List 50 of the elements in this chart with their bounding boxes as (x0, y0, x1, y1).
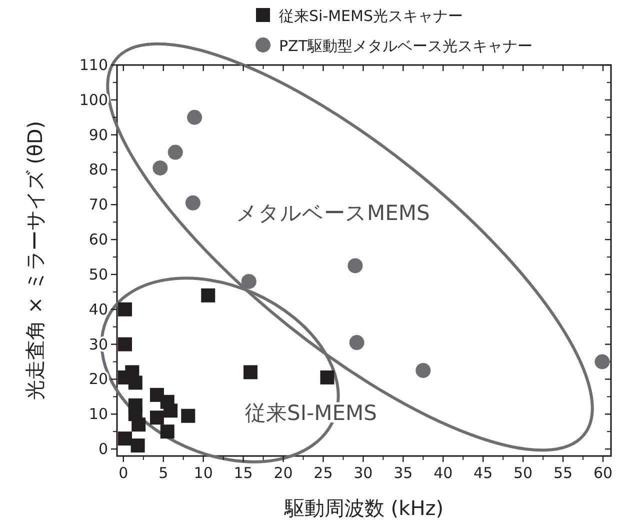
point (185, 195, 200, 210)
x-tick-label: 10 (194, 464, 213, 482)
x-tick-label: 5 (158, 464, 168, 482)
x-tick-label: 30 (354, 464, 373, 482)
y-tick-label: 40 (88, 300, 108, 318)
x-tick-label: 45 (474, 464, 493, 482)
legend-label: 従来Si-MEMS光スキャナー (279, 7, 463, 25)
x-tick-label: 40 (434, 464, 453, 482)
x-tick-label: 35 (394, 464, 413, 482)
y-tick-label: 90 (88, 126, 108, 144)
x-tick-label: 15 (234, 464, 253, 482)
point (594, 354, 610, 370)
point (241, 274, 256, 289)
point (181, 408, 196, 423)
point (243, 365, 258, 380)
legend-label: PZT駆動型メタルベース光スキャナー (279, 37, 532, 55)
x-tick-label: 25 (314, 464, 333, 482)
point (164, 404, 178, 418)
point (118, 302, 132, 316)
point (160, 424, 174, 439)
x-tick-label: 0 (118, 464, 128, 482)
y-tick-label: 10 (88, 405, 108, 424)
y-tick-label: 110 (79, 56, 108, 74)
point (168, 144, 183, 160)
y-tick-label: 60 (88, 230, 108, 249)
point (150, 410, 164, 425)
point (349, 335, 364, 350)
y-tick-label: 50 (88, 265, 108, 284)
y-tick-label: 0 (98, 440, 108, 458)
y-tick-label: 100 (79, 90, 108, 109)
point (416, 362, 431, 378)
x-tick-label: 50 (514, 464, 533, 482)
point (187, 110, 202, 125)
y-axis-title: 光走査角 × ミラーサイズ (θD) (23, 120, 47, 400)
point (320, 370, 334, 384)
point (201, 288, 216, 302)
y-tick-label: 80 (88, 160, 108, 179)
x-tick-label: 20 (274, 464, 293, 482)
point (348, 258, 363, 274)
point (118, 432, 132, 446)
x-tick-label: 55 (553, 464, 573, 482)
point (132, 418, 146, 432)
x-tick-label: 60 (593, 464, 613, 482)
point (130, 438, 145, 453)
y-tick-label: 20 (88, 370, 108, 388)
y-tick-label: 70 (88, 196, 108, 214)
point (118, 337, 132, 352)
x-axis-title: 駆動周波数 (kHz) (283, 496, 444, 520)
annotation: メタルベースMEMS (236, 201, 430, 225)
point (152, 160, 168, 176)
